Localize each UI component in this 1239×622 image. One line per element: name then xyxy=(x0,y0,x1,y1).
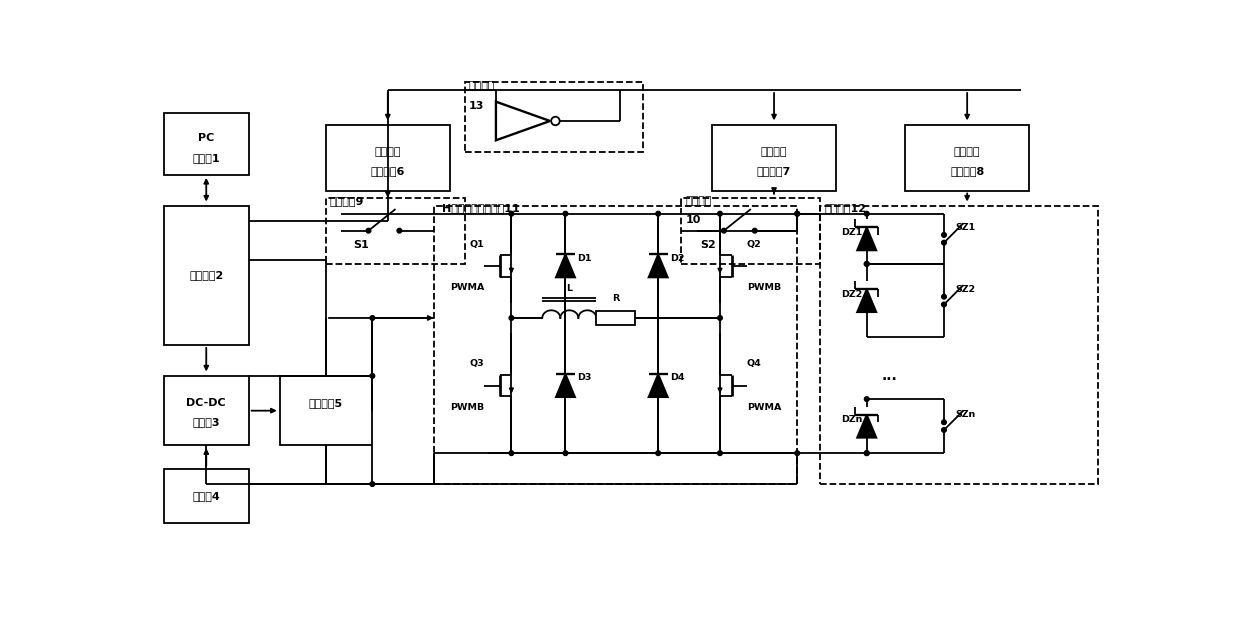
Circle shape xyxy=(942,294,947,299)
Circle shape xyxy=(795,451,799,455)
Circle shape xyxy=(717,315,722,320)
Text: 第二开关: 第二开关 xyxy=(685,195,711,205)
Text: 驱动模块6: 驱动模块6 xyxy=(370,166,405,176)
Circle shape xyxy=(717,451,722,455)
Text: DZ1: DZ1 xyxy=(841,228,862,237)
Text: 取反电路: 取反电路 xyxy=(468,81,496,91)
Bar xyxy=(906,125,1028,190)
Text: S1: S1 xyxy=(353,239,369,249)
Text: Q3: Q3 xyxy=(470,360,484,368)
Text: 主控模块2: 主控模块2 xyxy=(190,271,223,281)
Polygon shape xyxy=(857,227,876,251)
Circle shape xyxy=(865,262,869,266)
Text: 驱动模块7: 驱动模块7 xyxy=(757,166,792,176)
Text: PWMB: PWMB xyxy=(450,402,484,412)
Bar xyxy=(164,206,249,345)
Bar xyxy=(434,206,797,484)
Text: DZ2: DZ2 xyxy=(841,290,862,299)
Polygon shape xyxy=(556,254,575,277)
Bar xyxy=(326,125,450,190)
Circle shape xyxy=(795,211,799,216)
Bar xyxy=(820,206,1099,484)
Text: PWMB: PWMB xyxy=(747,283,781,292)
Text: PWMA: PWMA xyxy=(747,402,782,412)
Circle shape xyxy=(551,117,560,125)
Circle shape xyxy=(655,451,660,455)
Circle shape xyxy=(865,397,869,401)
Polygon shape xyxy=(648,374,668,397)
Bar xyxy=(280,376,373,445)
Circle shape xyxy=(564,211,567,216)
Circle shape xyxy=(396,228,401,233)
Bar xyxy=(164,468,249,522)
Circle shape xyxy=(865,451,869,455)
Text: H桥发射模块及线圈11: H桥发射模块及线圈11 xyxy=(442,203,519,213)
Circle shape xyxy=(509,315,514,320)
Circle shape xyxy=(370,481,374,486)
Text: SZ2: SZ2 xyxy=(955,284,975,294)
Circle shape xyxy=(367,228,370,233)
Circle shape xyxy=(370,374,374,378)
Text: D4: D4 xyxy=(670,373,684,383)
Circle shape xyxy=(509,211,514,216)
Circle shape xyxy=(942,420,947,425)
Text: S2: S2 xyxy=(700,239,716,249)
Bar xyxy=(164,113,249,175)
Circle shape xyxy=(865,262,869,266)
Circle shape xyxy=(865,451,869,455)
Polygon shape xyxy=(648,254,668,277)
Text: D3: D3 xyxy=(577,373,591,383)
Circle shape xyxy=(942,240,947,245)
Text: 第一开关9: 第一开关9 xyxy=(330,195,364,205)
Bar xyxy=(712,125,836,190)
Text: ...: ... xyxy=(882,369,898,383)
Text: PWMA: PWMA xyxy=(450,283,484,292)
Bar xyxy=(681,198,820,264)
Circle shape xyxy=(752,228,757,233)
Text: 10: 10 xyxy=(685,215,700,225)
Polygon shape xyxy=(496,101,550,141)
Text: 上位机1: 上位机1 xyxy=(192,153,221,163)
Text: R: R xyxy=(612,294,620,303)
Circle shape xyxy=(717,211,722,216)
Text: SZn: SZn xyxy=(955,410,976,419)
Bar xyxy=(465,82,643,152)
Circle shape xyxy=(655,211,660,216)
Text: L: L xyxy=(566,284,572,293)
Text: 第三开关: 第三开关 xyxy=(954,147,980,157)
Text: Q2: Q2 xyxy=(747,239,762,249)
Text: D1: D1 xyxy=(577,254,591,262)
Text: 蓄电池4: 蓄电池4 xyxy=(192,491,221,501)
Text: 驱动模块8: 驱动模块8 xyxy=(950,166,984,176)
Text: 储能电容5: 储能电容5 xyxy=(309,398,343,408)
Text: Q1: Q1 xyxy=(470,239,484,249)
Text: DZn: DZn xyxy=(841,415,862,424)
Polygon shape xyxy=(857,289,876,312)
Text: PC: PC xyxy=(198,133,214,143)
Text: 13: 13 xyxy=(468,101,484,111)
Bar xyxy=(164,376,249,445)
Circle shape xyxy=(564,451,567,455)
Text: 第二开关: 第二开关 xyxy=(761,147,787,157)
Text: 变换器3: 变换器3 xyxy=(192,417,221,427)
Circle shape xyxy=(721,228,726,233)
Circle shape xyxy=(795,211,799,216)
Text: DC-DC: DC-DC xyxy=(186,398,225,408)
Bar xyxy=(326,198,465,264)
Polygon shape xyxy=(857,414,876,438)
Circle shape xyxy=(942,302,947,307)
Circle shape xyxy=(370,315,374,320)
Circle shape xyxy=(942,233,947,237)
Text: D2: D2 xyxy=(670,254,684,262)
Bar xyxy=(596,311,634,325)
Circle shape xyxy=(942,428,947,432)
Circle shape xyxy=(865,211,869,216)
Text: 钳位模块12: 钳位模块12 xyxy=(824,203,866,213)
Text: 第一开关: 第一开关 xyxy=(374,147,401,157)
Text: Q4: Q4 xyxy=(747,360,762,368)
Polygon shape xyxy=(556,374,575,397)
Circle shape xyxy=(509,451,514,455)
Text: SZ1: SZ1 xyxy=(955,223,975,232)
